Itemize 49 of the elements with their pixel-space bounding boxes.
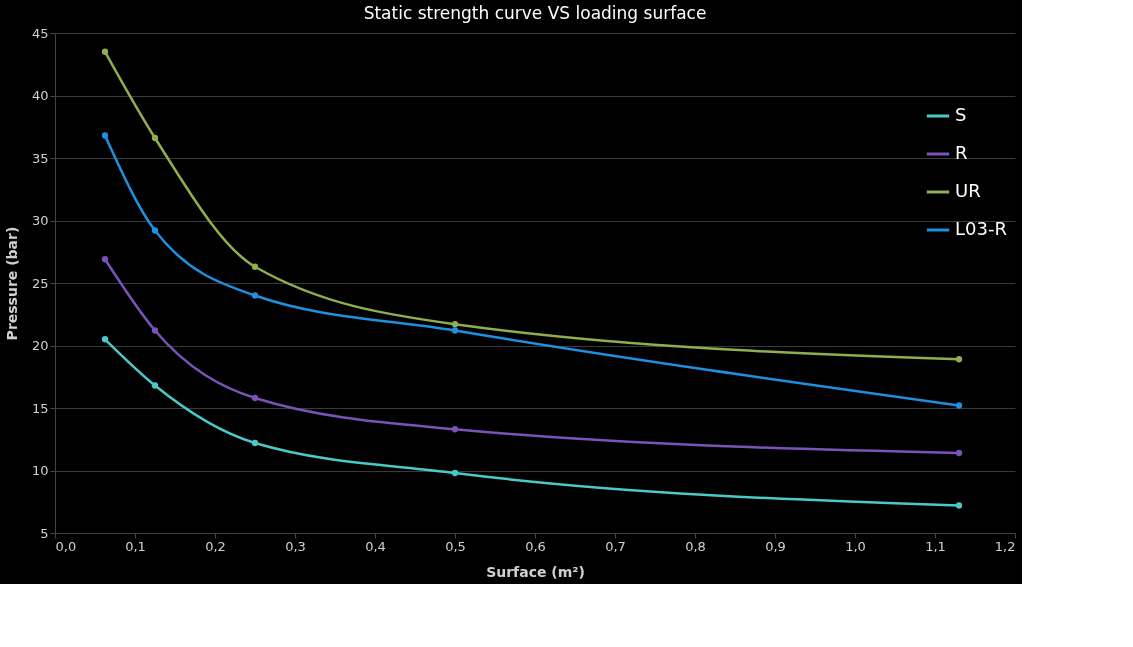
x-tick-label: 0,9 bbox=[765, 538, 786, 554]
y-tick-label: 20 bbox=[31, 338, 49, 353]
x-tick-label: 0,1 bbox=[125, 538, 146, 554]
point bbox=[451, 327, 459, 334]
point bbox=[151, 227, 159, 234]
x-tick-label: 1,1 bbox=[925, 538, 946, 554]
legend-label: L03-R bbox=[955, 218, 1007, 239]
x-axis-title: Surface (m²) bbox=[486, 563, 585, 580]
point bbox=[955, 356, 963, 363]
legend-label: UR bbox=[955, 180, 981, 201]
point bbox=[451, 321, 459, 328]
y-tick-label: 10 bbox=[31, 463, 49, 478]
point bbox=[451, 426, 459, 433]
y-axis-title: Pressure (bar) bbox=[3, 226, 20, 341]
legend-label: S bbox=[955, 104, 967, 125]
point bbox=[101, 336, 109, 343]
x-tick-label: 0,8 bbox=[685, 538, 706, 554]
x-tick-label: 0,5 bbox=[445, 538, 466, 554]
y-tick-label: 40 bbox=[31, 88, 49, 103]
y-tick-label: 30 bbox=[31, 213, 49, 228]
legend-label: R bbox=[955, 142, 968, 163]
x-tick-label: 0,4 bbox=[365, 538, 386, 554]
y-tick-label: 45 bbox=[31, 25, 49, 41]
y-tick-label: 5 bbox=[40, 525, 49, 541]
point bbox=[251, 292, 259, 299]
x-tick-label: 0,0 bbox=[55, 538, 77, 554]
point bbox=[101, 132, 109, 139]
point bbox=[151, 382, 159, 389]
point bbox=[251, 263, 259, 270]
point bbox=[151, 134, 159, 142]
point bbox=[955, 402, 963, 409]
point bbox=[101, 256, 109, 263]
point bbox=[955, 502, 963, 509]
x-tick-label: 0,2 bbox=[205, 538, 226, 554]
x-tick-label: 0,3 bbox=[285, 538, 306, 554]
y-tick-label: 15 bbox=[31, 400, 49, 416]
x-tick-label: 0,7 bbox=[605, 538, 626, 554]
x-tick-label: 0,6 bbox=[525, 538, 546, 554]
y-tick-label: 25 bbox=[31, 275, 49, 291]
point bbox=[101, 48, 109, 55]
point bbox=[151, 327, 159, 334]
point bbox=[251, 394, 259, 402]
y-tick-label: 35 bbox=[31, 150, 49, 166]
x-tick-label: 1,2 bbox=[994, 538, 1016, 554]
chart-title: Static strength curve VS loading surface bbox=[363, 3, 707, 23]
point bbox=[451, 469, 459, 477]
point bbox=[251, 439, 259, 447]
point bbox=[955, 449, 963, 457]
x-tick-label: 1,0 bbox=[845, 538, 866, 554]
